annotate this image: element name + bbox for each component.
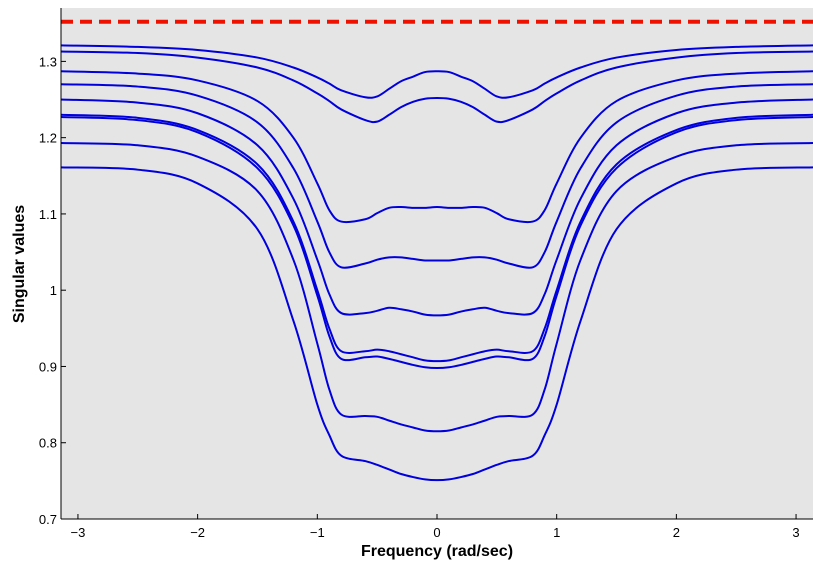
- x-ticks: −3 −2 −1 0 1 2 3: [71, 514, 800, 540]
- singular-value-curve-6: [60, 113, 813, 363]
- x-tick-label: 2: [673, 525, 680, 540]
- plot-background: [61, 8, 813, 519]
- x-tick-label: 0: [433, 525, 440, 540]
- y-tick-label: 1: [50, 283, 57, 298]
- singular-value-curve-2: [60, 50, 813, 124]
- x-tick-label: 3: [792, 525, 799, 540]
- y-tick-label: 1.2: [39, 131, 57, 146]
- x-tick-label: −3: [71, 525, 86, 540]
- y-tick-label: 0.7: [39, 512, 57, 527]
- singular-value-curve-9: [60, 166, 813, 482]
- singular-value-curves: [60, 44, 813, 482]
- y-tick-label: 1.1: [39, 207, 57, 222]
- singular-value-curve-8: [60, 142, 813, 433]
- singular-value-curve-7: [60, 116, 813, 369]
- y-tick-label: 1.3: [39, 54, 57, 69]
- singular-value-curve-1: [60, 44, 813, 99]
- singular-value-curve-3: [60, 70, 813, 224]
- y-axis-label: Singular values: [11, 205, 28, 323]
- x-tick-label: −2: [190, 525, 205, 540]
- singular-value-curve-4: [60, 83, 813, 269]
- x-tick-label: −1: [310, 525, 325, 540]
- y-tick-label: 0.8: [39, 436, 57, 451]
- y-tick-label: 0.9: [39, 359, 57, 374]
- singular-value-curve-5: [60, 98, 813, 317]
- y-ticks: 0.7 0.8 0.9 1 1.1 1.2 1.3: [39, 54, 66, 527]
- x-tick-label: 1: [553, 525, 560, 540]
- x-axis-label: Frequency (rad/sec): [361, 543, 513, 560]
